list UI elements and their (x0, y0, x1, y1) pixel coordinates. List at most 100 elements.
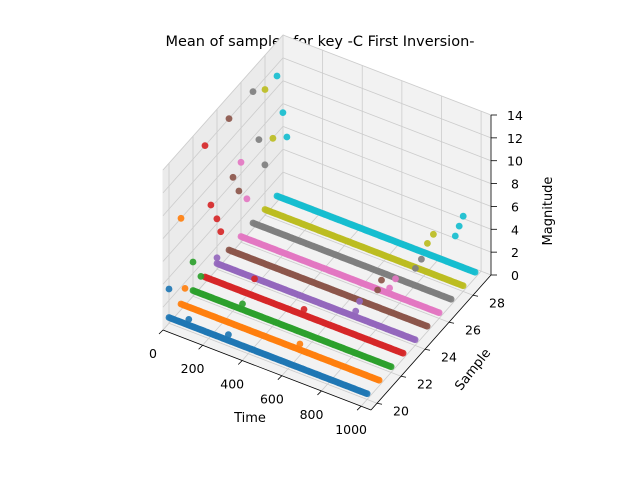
magnitude-tick-label: 6 (511, 199, 519, 214)
data-point (375, 376, 383, 384)
spike-point (300, 306, 308, 313)
spike-point (412, 265, 419, 272)
spike-point (356, 297, 363, 305)
spike-point (424, 240, 431, 247)
series-sample-21 (177, 214, 383, 384)
sample-tick-label: 20 (393, 403, 409, 418)
magnitude-tick-label: 14 (507, 108, 523, 123)
spike-point (255, 136, 263, 144)
spike-point (213, 254, 221, 262)
grid-line-sample-floor (240, 241, 450, 323)
spike-point (235, 187, 243, 195)
axes-lines (158, 114, 497, 411)
grid-line-magnitude-back (282, 126, 492, 207)
spike-point (229, 173, 237, 181)
spike-point (243, 195, 251, 203)
spike-point (261, 161, 269, 169)
data-point (447, 295, 455, 303)
spike-point (225, 331, 232, 339)
sample-tick-label: 22 (417, 376, 433, 391)
time-tick (356, 405, 362, 411)
sample-tick (448, 321, 455, 324)
sample-tick (424, 348, 431, 351)
spike-point (459, 212, 467, 220)
grid-line-magnitude-left (162, 171, 284, 308)
spike-point (225, 115, 233, 122)
spike-point (430, 230, 437, 238)
spike-point (386, 284, 393, 292)
spike-point (237, 158, 245, 166)
spike-point (249, 88, 257, 95)
time-tick-label: 200 (181, 361, 205, 376)
sample-tick (400, 375, 407, 378)
data-point (423, 322, 431, 330)
spike-point (261, 86, 269, 93)
time-tick-label: 600 (260, 392, 284, 407)
spike-point (251, 275, 258, 283)
data-point (459, 282, 467, 290)
grid-line-magnitude-left (162, 149, 284, 285)
magnitude-tick-label: 2 (511, 245, 519, 260)
time-tick (198, 344, 203, 350)
series-sample-28 (261, 86, 467, 290)
spike-point (279, 109, 287, 116)
time-tick (317, 390, 322, 396)
data-point (363, 390, 371, 398)
data-point (435, 309, 443, 317)
magnitude-tick-label: 0 (511, 268, 519, 283)
grid-line-magnitude-back (282, 34, 492, 116)
spike-point (189, 258, 197, 266)
data-point (387, 363, 395, 371)
spike-point (185, 316, 193, 323)
chart-title: Mean of samples for key -C First Inversi… (165, 34, 475, 50)
time-tick-label: 400 (220, 377, 244, 392)
spike-point (283, 133, 291, 141)
time-tick (237, 360, 243, 365)
spike-point (352, 307, 360, 315)
grid-line-sample-floor (168, 322, 378, 404)
spike-point (165, 285, 173, 293)
sample-tick-label: 26 (465, 322, 481, 337)
grid-line-sample-floor (264, 214, 474, 296)
series-sample-26 (237, 158, 443, 317)
time-tick-label: 1000 (335, 422, 367, 437)
grid-line-magnitude-left (162, 34, 284, 171)
magnitude-tick-label: 4 (511, 222, 519, 237)
spike-point (378, 276, 385, 284)
grid-line-sample-floor (216, 268, 426, 350)
sample-tick (472, 294, 479, 297)
spike-point (207, 201, 215, 209)
magnitude-axis-label: Magnitude (541, 177, 556, 246)
series-sample-20 (165, 285, 371, 398)
spike-point (374, 286, 381, 294)
time-axis-line (162, 329, 372, 411)
series-sample-24 (213, 254, 419, 344)
series-sample-25 (225, 115, 431, 330)
grid-line-sample-floor (192, 295, 402, 377)
spike-point (217, 228, 225, 236)
spike-point (201, 142, 209, 150)
time-tick (158, 329, 164, 335)
grid-line-magnitude-left (162, 126, 284, 262)
data-point (471, 268, 479, 276)
series-sample-27 (249, 88, 455, 303)
time-axis-label: Time (233, 411, 266, 426)
series-sample-23 (201, 142, 407, 357)
spike-point (177, 214, 185, 222)
spike-point (181, 285, 189, 292)
spike-point (451, 232, 459, 240)
spike-point (197, 273, 205, 280)
grid-line-time-floor (360, 270, 482, 407)
sample-axis-line (370, 274, 492, 411)
grid-line-magnitude-left (162, 80, 284, 216)
sample-tick-label: 24 (441, 349, 457, 364)
grid-line-magnitude-back (282, 80, 492, 162)
spike-point (392, 275, 399, 283)
spike-point (239, 300, 246, 308)
magnitude-tick-label: 12 (507, 131, 523, 146)
grid-line-magnitude-back (282, 57, 492, 139)
grid-line-magnitude-left (162, 57, 284, 194)
time-tick-label: 800 (300, 407, 324, 422)
data-point (411, 336, 419, 344)
